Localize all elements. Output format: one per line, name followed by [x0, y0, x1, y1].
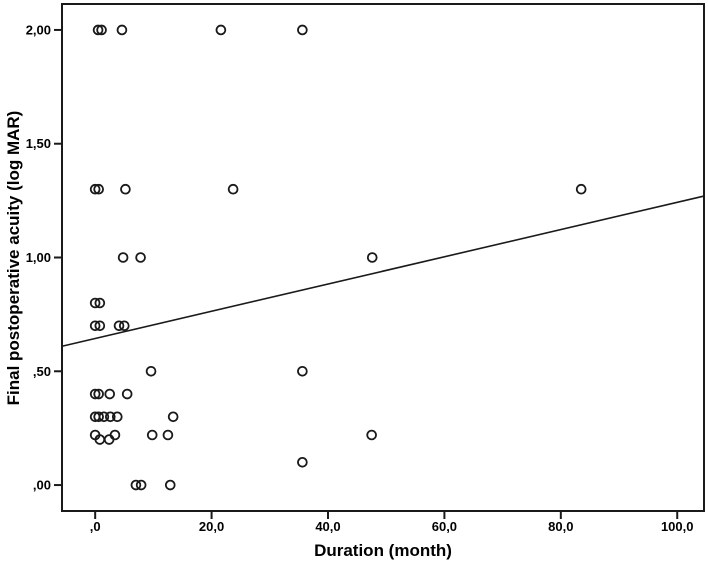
data-point [93, 388, 104, 400]
data-point [366, 252, 378, 263]
data-point [130, 479, 142, 491]
data-point [135, 479, 147, 491]
data-point [297, 365, 308, 377]
data-point [89, 297, 101, 309]
data-point [116, 24, 128, 36]
data-point [113, 320, 125, 332]
x-tick-label: ,0 [90, 519, 101, 534]
x-tick-label: 60,0 [432, 519, 457, 534]
x-tick-label: 20,0 [199, 519, 224, 534]
data-point [145, 365, 157, 377]
data-point [92, 24, 104, 36]
data-point [103, 434, 115, 445]
data-point [94, 320, 106, 332]
data-point [121, 388, 133, 400]
data-point [162, 429, 174, 441]
data-point [117, 252, 129, 263]
data-point [94, 297, 106, 309]
data-point [227, 183, 239, 195]
regression-line [61, 195, 705, 348]
x-tick-label: 100,0 [661, 519, 694, 534]
y-tick-label: 2,00 [26, 22, 51, 37]
y-tick-label: 1,00 [26, 250, 51, 265]
x-axis-title: Duration (month) [314, 541, 452, 560]
data-point [135, 252, 146, 263]
data-point [118, 320, 130, 332]
x-tick-label: 40,0 [315, 519, 340, 534]
y-axis-title: Final postoperative acuity (log MAR) [4, 110, 23, 406]
data-point [109, 429, 121, 441]
y-tick-label: ,00 [33, 478, 51, 493]
data-point [146, 429, 158, 441]
data-point [120, 183, 131, 195]
data-point [98, 411, 110, 423]
data-point [215, 24, 227, 36]
data-point [167, 411, 179, 423]
data-point [104, 388, 116, 400]
data-point [105, 411, 116, 423]
plot-frame [61, 3, 705, 512]
data-point [575, 183, 587, 195]
data-point [96, 24, 107, 36]
data-point [297, 24, 308, 36]
data-point [89, 388, 101, 400]
y-tick-label: ,50 [33, 364, 51, 379]
y-tick-label: 1,50 [26, 136, 51, 151]
data-point [164, 479, 176, 491]
data-point [93, 183, 104, 195]
x-tick-label: 80,0 [548, 519, 573, 534]
data-point [297, 457, 308, 468]
data-point [89, 320, 101, 332]
data-point [366, 429, 377, 441]
data-point [93, 411, 104, 423]
data-point [111, 411, 123, 423]
data-point [89, 183, 101, 195]
